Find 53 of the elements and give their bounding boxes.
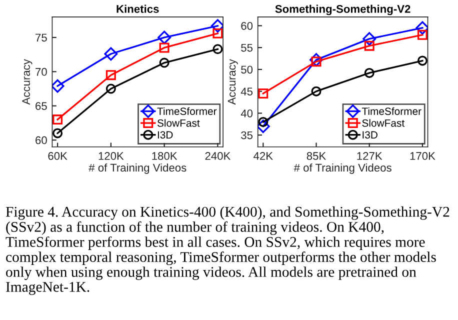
point bbox=[362, 32, 376, 46]
point bbox=[52, 128, 63, 138]
point bbox=[258, 120, 270, 134]
legend-label: SlowFast bbox=[157, 119, 200, 127]
point bbox=[212, 28, 223, 38]
y-axis-title: Accuracy bbox=[228, 59, 238, 105]
y-tick-label: 65 bbox=[36, 102, 47, 110]
legend-label: SlowFast bbox=[362, 119, 404, 127]
point bbox=[106, 84, 116, 94]
point bbox=[159, 58, 170, 68]
y-tick-label: 50 bbox=[241, 66, 253, 74]
x-axis-title: # of Training Videos bbox=[294, 163, 392, 174]
y-tick-label: 75 bbox=[36, 34, 47, 42]
legend-label: TimeSformer bbox=[157, 107, 217, 115]
point bbox=[311, 86, 322, 96]
point bbox=[106, 70, 116, 80]
chart-title: Kinetics bbox=[116, 4, 159, 13]
x-tick-label: 42K bbox=[254, 152, 273, 160]
x-tick-label: 127K bbox=[357, 152, 382, 160]
y-tick-label: 60 bbox=[36, 136, 47, 144]
y-tick-label: 45 bbox=[240, 88, 253, 96]
caption: Figure 4. Accuracy on Kinetics-400 (K400), and Something-Something-V2 (SSv2) as a function of the number of training videos. On K400, TimeSformer performs best in all cases. On SSv2, which requires more complex temporal reasoning, TimeSformer outperforms the other models only when using enough training videos. All models are pretrained on ImageNet-1K. bbox=[6, 206, 450, 295]
legend-label: I3D bbox=[158, 131, 173, 139]
point bbox=[210, 19, 224, 33]
y-tick-label: 40 bbox=[240, 109, 253, 118]
x-tick-label: 180K bbox=[152, 152, 178, 160]
x-tick-label: 120K bbox=[98, 152, 124, 160]
point bbox=[104, 47, 118, 61]
point bbox=[258, 88, 268, 99]
point bbox=[159, 42, 170, 53]
x-axis-title: # of Training Videos bbox=[88, 163, 186, 174]
legend-label: I3D bbox=[362, 131, 378, 139]
y-tick-label: 70 bbox=[36, 68, 47, 76]
point bbox=[310, 53, 323, 67]
y-tick-label: 35 bbox=[241, 131, 253, 140]
point bbox=[417, 56, 428, 66]
x-tick-label: 85K bbox=[306, 152, 326, 160]
point bbox=[417, 30, 428, 40]
y-tick-label: 55 bbox=[241, 44, 253, 52]
x-tick-label: 60K bbox=[48, 152, 68, 160]
point bbox=[52, 114, 63, 125]
chart-title: Something-Something-V2 bbox=[275, 4, 410, 16]
point bbox=[158, 30, 172, 44]
point bbox=[364, 68, 374, 78]
point bbox=[416, 21, 428, 35]
point bbox=[52, 79, 64, 93]
x-tick-label: 240K bbox=[205, 152, 231, 160]
legend-label: TimeSformer bbox=[362, 107, 422, 115]
y-axis-title: Accuracy bbox=[22, 59, 32, 105]
x-tick-label: 170K bbox=[410, 152, 436, 160]
point bbox=[364, 40, 374, 51]
y-tick-label: 60 bbox=[241, 22, 253, 30]
point bbox=[212, 44, 223, 54]
